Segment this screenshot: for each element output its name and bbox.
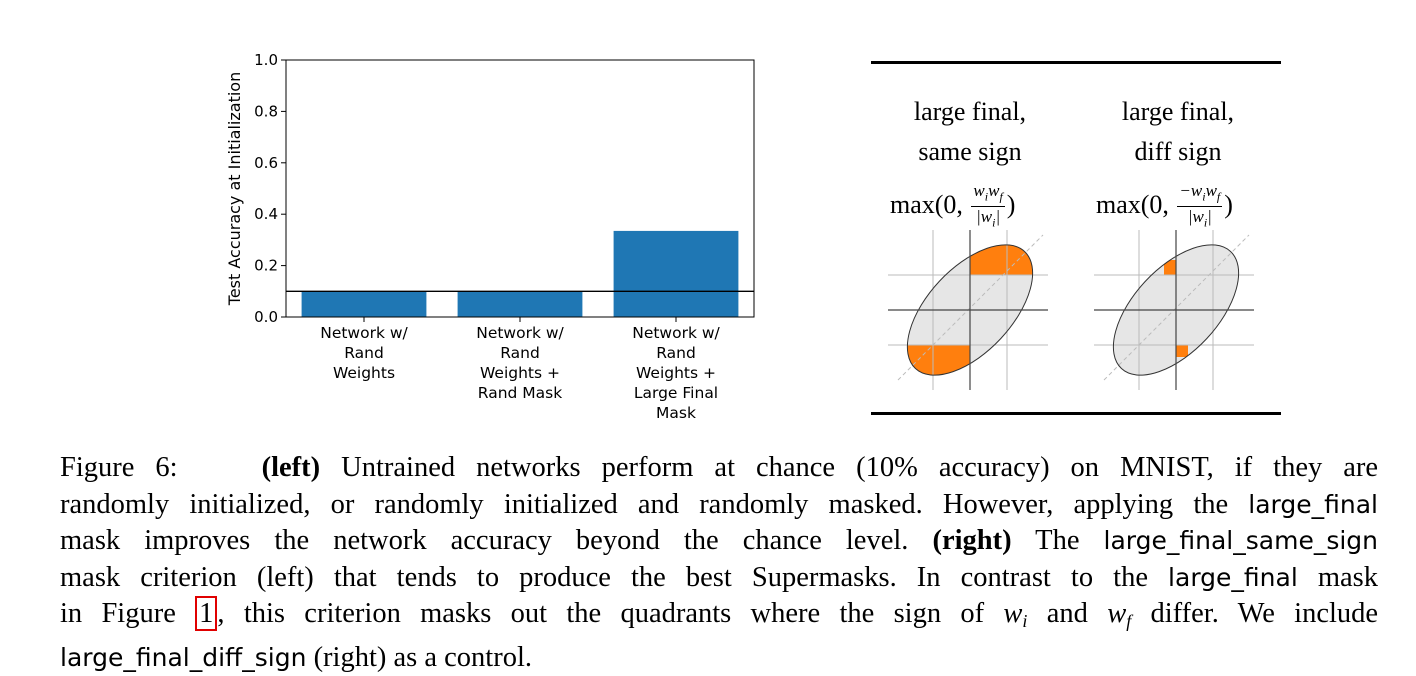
right-tag: (right) <box>932 525 1012 556</box>
formula2-suffix: ) <box>1224 189 1233 219</box>
x-tick-label: Weights + <box>480 364 560 382</box>
math-w-f: wf <box>1107 598 1132 631</box>
col1-header: large final, same sign <box>880 92 1060 172</box>
plot-frame <box>285 59 755 318</box>
bar-2 <box>457 291 583 317</box>
diff-sign-mask-diagram <box>1094 230 1254 390</box>
caption-text: mask <box>1317 561 1379 593</box>
caption-text: in Figure <box>60 598 176 629</box>
y-tick-label: 0.6 <box>254 154 278 172</box>
col1-header-line2: same sign <box>918 137 1022 166</box>
x-tick-label: Weights + <box>636 364 716 382</box>
figure-6: Network w/Rand Weights Network w/Rand Weigh… <box>225 51 1288 422</box>
col2-header: large final, diff sign <box>1088 92 1268 172</box>
mask-criteria-table: large final, same sign large final, diff… <box>868 60 1288 420</box>
ellipse-outline <box>1112 244 1240 376</box>
highlight-bottom-right <box>1176 345 1188 357</box>
formula1-suffix: ) <box>1006 189 1016 219</box>
highlight-top-left <box>1164 260 1176 275</box>
x-tick-label: Network w/ <box>632 324 720 342</box>
formula1-num-w: w <box>973 181 985 200</box>
code-large-final: large_final <box>1248 489 1378 519</box>
y-tick-label: 1.0 <box>254 51 278 69</box>
formula2-num-w: −w <box>1179 181 1203 200</box>
caption-text: mask criterion (left) that tends to prod… <box>60 561 1148 593</box>
caption-line-1: Figure 6: (left) Untrained networks perf… <box>60 450 1378 487</box>
y-tick-label: 0.0 <box>254 308 278 326</box>
code-large-final: large_final <box>1168 562 1298 592</box>
caption-text: differ. We include <box>1150 598 1379 629</box>
x-tick-label: Network w/ <box>320 324 408 342</box>
caption-text: Untrained networks perform at chance (10… <box>341 452 1379 483</box>
formula-diff-sign: max(0, −wiwf |wi|) <box>1096 181 1233 230</box>
caption-text: mask improves the network accuracy beyon… <box>60 525 909 556</box>
x-tick-label: Large Final <box>634 384 718 402</box>
caption-text: The <box>1035 525 1080 556</box>
code-large-final-diff-sign: large_final_diff_sign <box>60 642 307 672</box>
diagonal-line <box>1103 234 1250 381</box>
x-tick-label: Weights <box>333 364 395 382</box>
x-tick-label: Network w/ <box>476 324 564 342</box>
caption-line-2: randomly initialized, or randomly initia… <box>60 487 1378 524</box>
ellipse-outline <box>906 244 1034 376</box>
table-bottom-rule <box>871 412 1281 415</box>
col2-header-line1: large final, <box>1121 97 1235 126</box>
math-w-i: wi <box>1003 598 1028 631</box>
same-sign-mask-diagram <box>888 230 1048 390</box>
table-top-rule <box>871 61 1281 64</box>
caption-text: and <box>1046 598 1088 629</box>
y-tick-label: 0.2 <box>254 257 278 275</box>
left-tag: (left) <box>261 452 321 483</box>
bar-chart: Network w/Rand Weights Network w/Rand Weigh… <box>225 51 755 422</box>
y-tick-label: 0.8 <box>254 102 278 120</box>
x-tick-label: Rand <box>500 344 540 362</box>
bar-3 <box>613 230 739 317</box>
x-tick-label: Rand <box>656 344 696 362</box>
figure-label: Figure 6: <box>60 452 178 483</box>
caption-text: (right) as a control. <box>313 641 532 673</box>
caption-line-4: mask criterion (left) that tends to prod… <box>60 560 1378 597</box>
col1-header-line1: large final, <box>913 97 1027 126</box>
caption-line-6: large_final_diff_sign (right) as a contr… <box>60 640 1378 676</box>
highlight-bottom-left <box>888 345 970 390</box>
formula-same-sign: max(0, wiwf |wi|) <box>890 181 1016 230</box>
figure-caption: Figure 6: (left) Untrained networks perf… <box>60 450 1378 676</box>
y-tick-label: 0.4 <box>254 205 278 223</box>
caption-text: randomly initialized, or randomly initia… <box>60 488 1229 520</box>
diagonal-line <box>897 234 1044 381</box>
x-tick-label: Rand <box>344 344 384 362</box>
code-large-final-same-sign: large_final_same_sign <box>1103 526 1379 555</box>
bar-1 <box>301 291 427 317</box>
x-tick-label: Mask <box>656 404 696 422</box>
figure-ref-link[interactable]: 1 <box>195 596 218 631</box>
caption-text: , this criterion masks out the quadrants… <box>217 598 985 629</box>
caption-line-3: mask improves the network accuracy beyon… <box>60 523 1378 560</box>
formula2-prefix: max(0, <box>1096 189 1176 219</box>
highlight-top-right <box>970 230 1048 275</box>
col2-header-line2: diff sign <box>1134 137 1222 166</box>
caption-line-5: in Figure 1, this criterion masks out th… <box>60 596 1378 640</box>
formula1-prefix: max(0, <box>890 189 970 219</box>
x-tick-label: Rand Mask <box>478 384 562 402</box>
y-axis-label: Test Accuracy at Initialization <box>225 72 244 306</box>
